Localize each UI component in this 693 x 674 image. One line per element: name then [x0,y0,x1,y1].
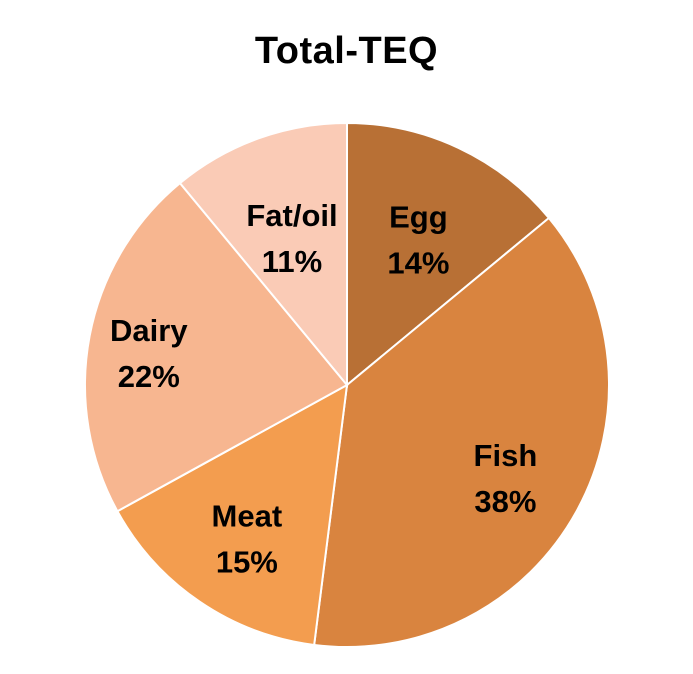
pie-slice-fish [313,216,610,648]
pie-slice-dairy [84,181,349,513]
slice-percent-egg: 14% [387,245,449,280]
slice-label-fish: Fish [474,438,538,473]
slice-percent-meat: 15% [216,544,278,579]
slice-label-meat: Meat [212,498,283,533]
slice-label-dairy: Dairy [110,313,188,348]
pie-slice-egg [346,121,551,388]
slice-label-egg: Egg [389,199,448,234]
slice-label-fat-oil: Fat/oil [246,198,337,233]
slice-percent-fat-oil: 11% [262,244,322,279]
chart-title: Total-TEQ [254,30,439,72]
pie-slice-meat [116,383,349,647]
slice-percent-dairy: 22% [118,359,180,394]
pie-slice-fat-oil [178,121,348,388]
slice-percent-fish: 38% [474,484,536,519]
